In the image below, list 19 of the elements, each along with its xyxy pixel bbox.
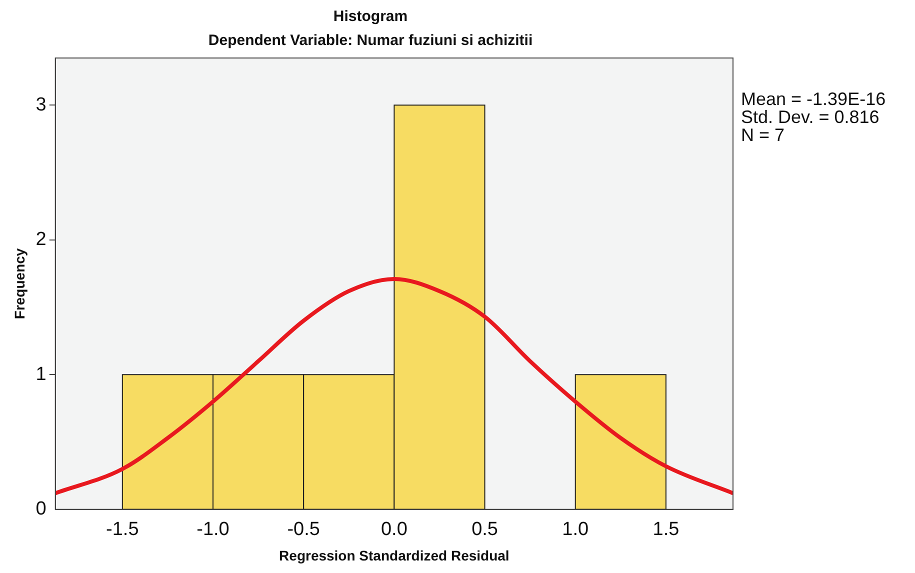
x-tick-label: -1.5 [106,519,139,540]
text: Mean = -1.39E-16 [741,88,886,109]
chart-title: Histogram [333,8,408,26]
chart-subtitle: Dependent Variable: Numar fuziuni si achizitii [208,32,533,50]
y-tick-label: 2 [36,229,46,250]
text: N = 7 [741,124,785,145]
x-tick-label: -1.0 [196,519,230,540]
y-axis-title: Frequency [11,248,28,320]
y-tick-label: 3 [36,94,46,116]
x-tick-label: 1.5 [652,519,680,540]
text: Std. Dev. = 0.816 [741,106,880,127]
x-tick-label: 0.5 [472,519,498,540]
x-axis-title: Regression Standardized Residual [279,547,510,564]
line-series [55,276,733,496]
y-tick-label: 0 [36,498,46,520]
x-tick-label: 0.0 [380,519,408,540]
x-tick-label: -0.5 [287,519,320,540]
y-tick-label: 1 [36,364,46,385]
x-tick-label: 1.0 [562,519,589,540]
